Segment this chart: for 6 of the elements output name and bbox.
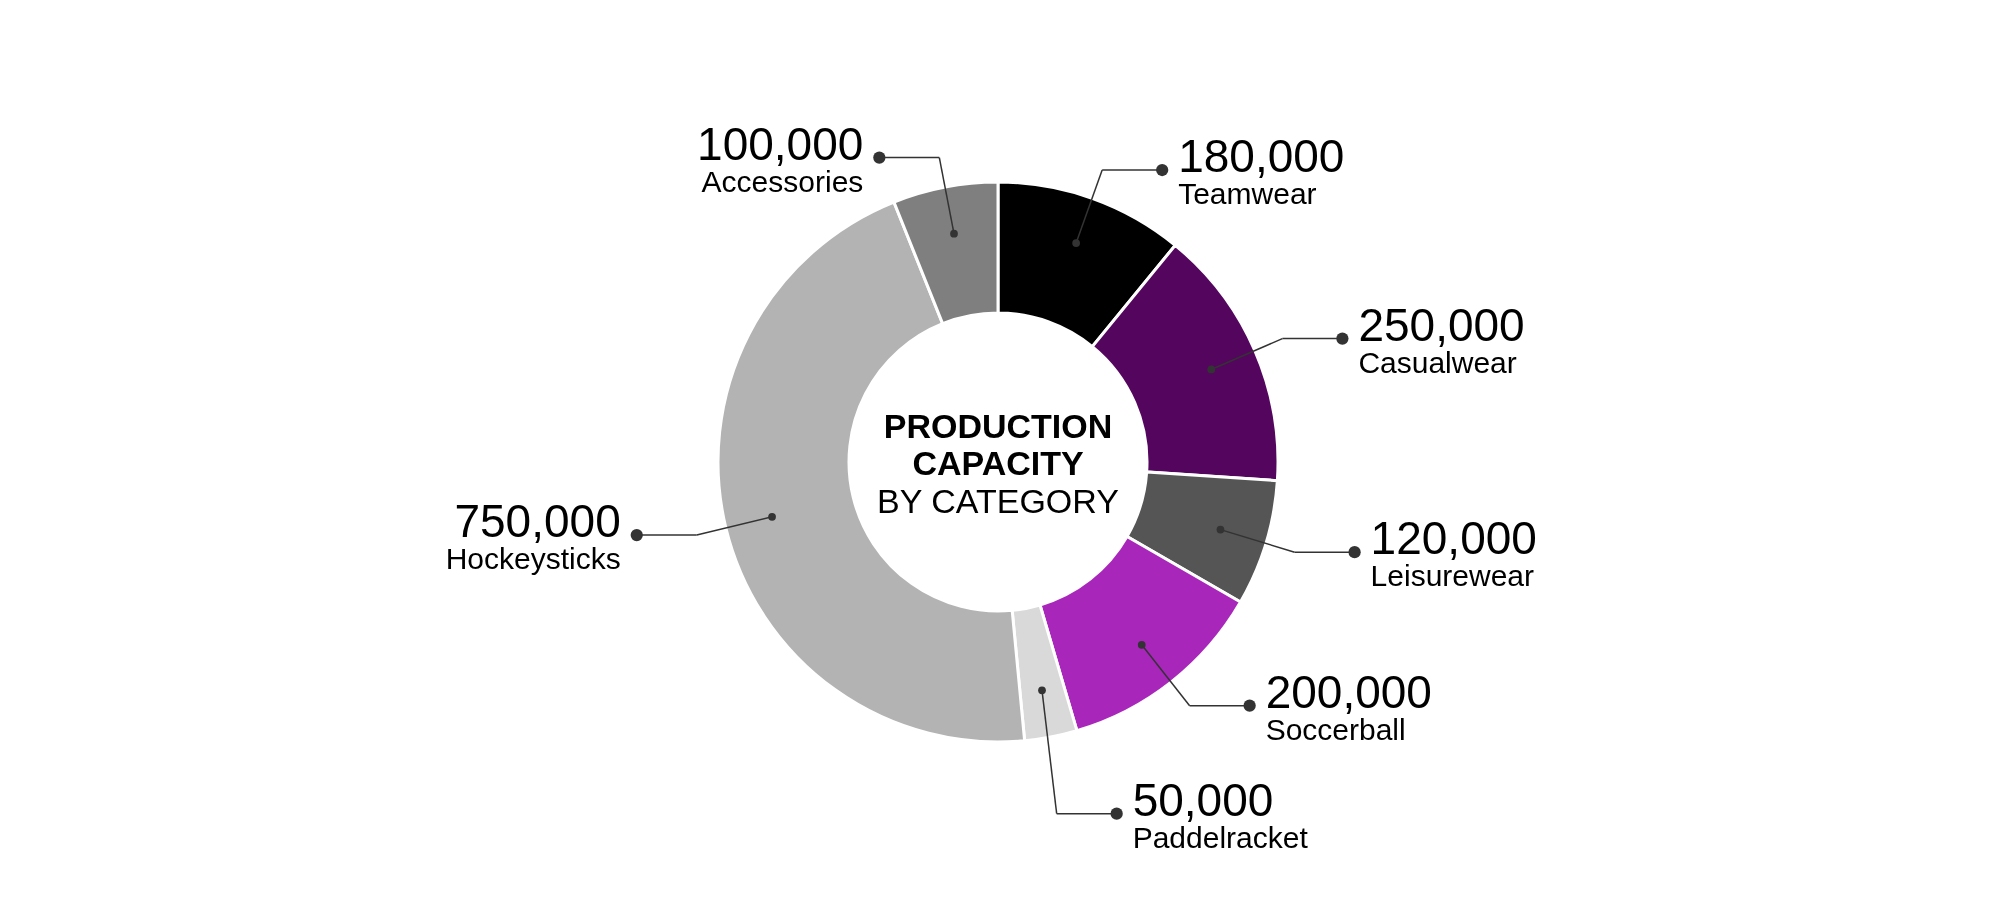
data-label: 50,000 (1132, 773, 1274, 826)
data-label: 100,000 (697, 117, 864, 170)
data-label: 250,000 (1358, 298, 1525, 351)
text: PRODUCTION CAPACITY (883, 407, 1113, 482)
data-label: 200,000 (1265, 665, 1432, 718)
text: BY CATEGORY (877, 482, 1119, 520)
